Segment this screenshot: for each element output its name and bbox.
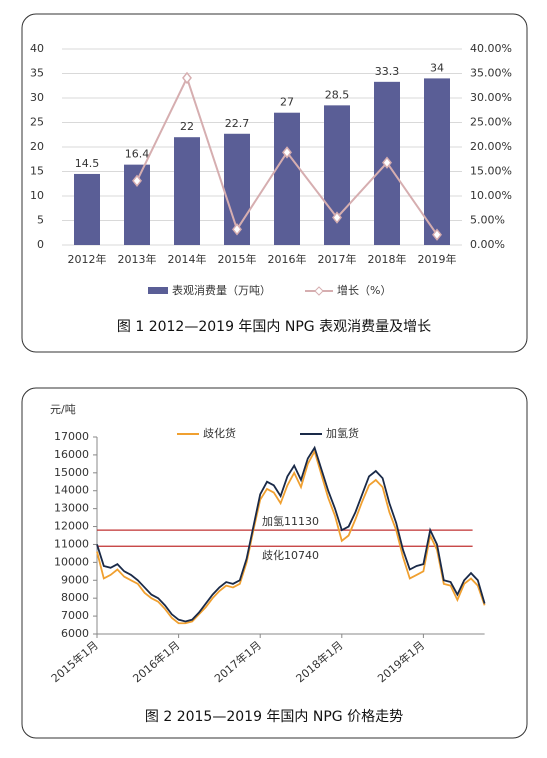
caption: 图 2 2015—2019 年国内 NPG 价格走势 [145, 709, 403, 725]
x-tick-label: 2016年1月 [130, 638, 183, 685]
y-tick-label: 5 [37, 214, 44, 227]
y2-tick-label: 15.00% [470, 165, 512, 178]
y-tick-label: 6000 [61, 627, 89, 640]
y-tick-label: 25 [30, 116, 44, 129]
legend-label: 增长（%） [337, 283, 391, 297]
bar-value-label: 16.4 [125, 148, 150, 161]
annotation: 歧化10740 [262, 548, 319, 562]
y-tick-label: 14000 [54, 484, 89, 497]
y2-tick-label: 20.00% [470, 140, 512, 153]
price-line [96, 445, 486, 623]
y-tick-label: 17000 [54, 430, 89, 443]
price-line [96, 448, 486, 625]
y-tick-label: 11000 [54, 537, 89, 550]
legend-label: 加氢货 [326, 426, 359, 440]
y-tick-label: 15000 [54, 466, 89, 479]
bar [174, 137, 200, 245]
y2-tick-label: 30.00% [470, 91, 512, 104]
bar-value-label: 34 [430, 61, 444, 74]
y-tick-label: 30 [30, 91, 44, 104]
x-tick-label: 2019年 [418, 252, 457, 266]
y2-tick-label: 10.00% [470, 189, 512, 202]
y2-tick-label: 35.00% [470, 67, 512, 80]
bar-value-label: 14.5 [75, 157, 100, 170]
growth-marker [132, 174, 142, 188]
caption: 图 1 2012—2019 年国内 NPG 表观消费量及增长 [117, 319, 431, 335]
x-tick-label: 2016年 [268, 252, 307, 266]
figure-frame [21, 387, 528, 739]
y-tick-label: 10000 [54, 555, 89, 568]
bar [274, 112, 300, 245]
legend-swatch [148, 287, 168, 294]
growth-marker [382, 156, 392, 169]
x-tick-label: 2019年1月 [375, 638, 428, 685]
bar [324, 105, 350, 245]
growth-marker [432, 228, 442, 241]
annotation: 加氢11130 [262, 514, 319, 528]
legend-label: 表观消费量（万吨） [172, 283, 271, 297]
growth-marker [232, 223, 242, 236]
legend-swatch [314, 286, 324, 296]
y2-tick-label: 0.00% [470, 238, 505, 251]
x-tick-label: 2012年 [68, 252, 107, 266]
y-tick-label: 8000 [61, 591, 89, 604]
growth-marker [332, 211, 342, 224]
y-tick-label: 20 [30, 140, 44, 153]
x-tick-label: 2015年 [218, 252, 257, 266]
y-tick-label: 15 [30, 165, 44, 178]
x-tick-label: 2018年1月 [293, 638, 346, 685]
y-tick-label: 40 [30, 42, 44, 55]
y2-tick-label: 40.00% [470, 42, 512, 55]
y-axis-label: 元/吨 [50, 403, 76, 416]
y-tick-label: 10 [30, 189, 44, 202]
y2-tick-label: 25.00% [470, 116, 512, 129]
bar-value-label: 27 [280, 96, 294, 109]
bar-value-label: 22.7 [225, 117, 250, 130]
y2-tick-label: 5.00% [470, 214, 505, 227]
legend-label: 歧化货 [203, 426, 236, 440]
x-tick-label: 2014年 [168, 252, 207, 266]
y-tick-label: 13000 [54, 502, 89, 515]
y-tick-label: 16000 [54, 448, 89, 461]
figure-frame [21, 13, 528, 353]
y-tick-label: 9000 [61, 573, 89, 586]
y-tick-label: 7000 [61, 609, 89, 622]
bar-value-label: 28.5 [325, 88, 350, 101]
x-tick-label: 2017年 [318, 252, 357, 266]
bar [424, 78, 450, 246]
y-tick-label: 0 [37, 238, 44, 251]
growth-marker [282, 146, 292, 159]
x-tick-label: 2017年1月 [211, 638, 264, 685]
bar-value-label: 33.3 [375, 65, 400, 78]
y-tick-label: 35 [30, 67, 44, 80]
x-tick-label: 2015年1月 [48, 638, 101, 685]
x-tick-label: 2018年 [368, 252, 407, 266]
bar-value-label: 22 [180, 120, 194, 133]
growth-marker [182, 71, 192, 85]
x-tick-label: 2013年 [118, 252, 157, 266]
y-tick-label: 12000 [54, 520, 89, 533]
bar [74, 173, 100, 245]
